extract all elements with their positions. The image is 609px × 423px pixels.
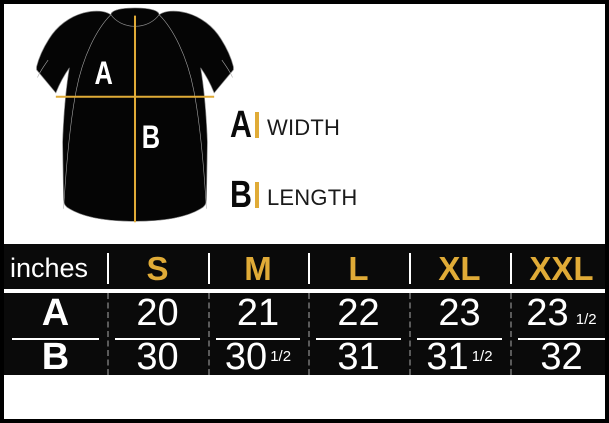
svg-text:B: B — [142, 118, 160, 155]
svg-text:A: A — [94, 54, 112, 91]
